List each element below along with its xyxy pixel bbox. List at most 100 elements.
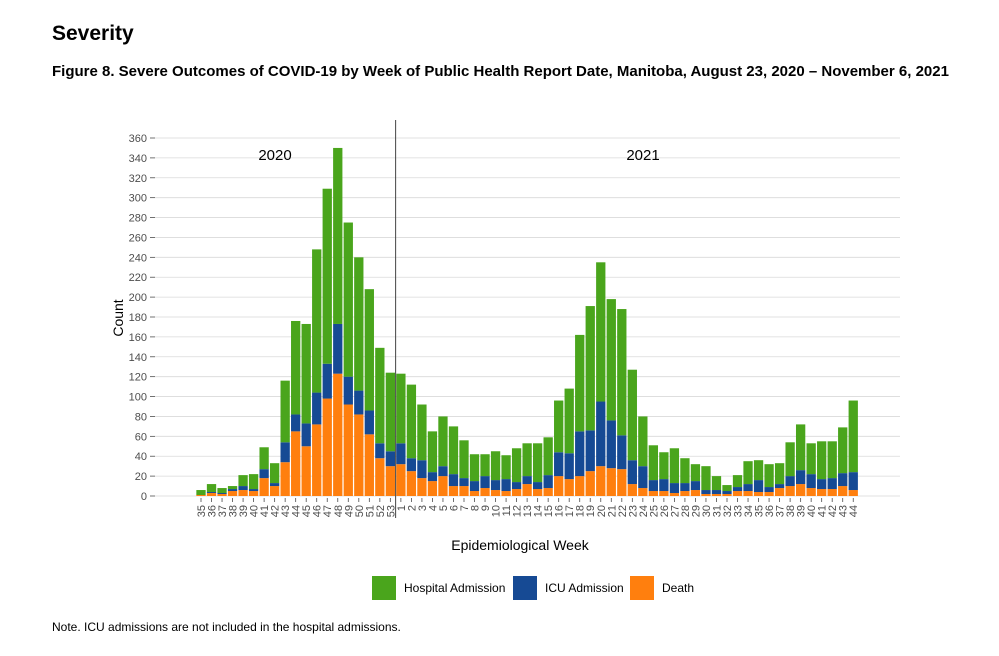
x-tick-label: 12	[512, 505, 524, 517]
bar-death	[248, 491, 259, 496]
bar-hospital-admission	[217, 488, 227, 494]
x-tick-label: 43	[838, 505, 850, 517]
bar-icu-admission	[385, 451, 396, 467]
x-tick-label: 52	[375, 505, 387, 517]
bar-icu-admission	[753, 480, 764, 493]
bar-death	[554, 476, 564, 496]
x-tick-label: 21	[606, 505, 618, 517]
bar-death	[711, 494, 722, 496]
bar-death	[322, 398, 332, 496]
bar-icu-admission	[722, 491, 732, 495]
bars	[196, 120, 858, 518]
bar-hospital-admission	[269, 463, 280, 484]
x-tick-label: 11	[501, 505, 513, 516]
x-tick-label: 35	[196, 505, 208, 517]
bar-hospital-admission	[753, 460, 764, 481]
bar-icu-admission	[627, 460, 637, 485]
bar-death	[238, 490, 248, 496]
bar-hospital-admission	[343, 222, 353, 377]
bar-death	[690, 490, 701, 496]
legend-label-death: Death	[662, 581, 694, 595]
bar-icu-admission	[585, 430, 595, 472]
bar-hospital-admission	[406, 384, 417, 459]
bar-death	[396, 464, 406, 496]
bar-icu-admission	[669, 483, 680, 494]
x-tick-label: 41	[259, 505, 271, 517]
bar-icu-admission	[690, 481, 701, 491]
bar-icu-admission	[680, 483, 690, 492]
bar-hospital-admission	[585, 306, 595, 431]
bar-hospital-admission	[280, 380, 290, 443]
x-tick-label: 9	[480, 505, 492, 511]
bar-death	[732, 491, 743, 496]
x-tick-label: 33	[733, 505, 745, 517]
bar-death	[585, 471, 595, 496]
x-tick-label: 45	[301, 505, 313, 517]
bar-hospital-admission	[774, 463, 785, 485]
bar-icu-admission	[333, 323, 343, 374]
bar-hospital-admission	[354, 257, 364, 391]
x-tick-label: 16	[554, 505, 566, 517]
bar-hospital-admission	[375, 347, 385, 444]
bar-icu-admission	[617, 435, 627, 470]
x-tick-label: 44	[291, 505, 303, 517]
figure-title: Figure 8. Severe Outcomes of COVID-19 by…	[52, 63, 949, 80]
bar-hospital-admission	[364, 289, 374, 411]
bar-death	[490, 490, 501, 496]
bar-death	[196, 495, 206, 496]
bar-icu-admission	[417, 460, 427, 479]
x-tick-label: 32	[722, 505, 734, 517]
y-tick-label: 120	[129, 372, 147, 384]
bar-death	[385, 466, 396, 496]
bar-icu-admission	[312, 392, 322, 425]
bar-hospital-admission	[501, 455, 511, 480]
legend-swatch-death	[630, 576, 654, 600]
y-tick-label: 200	[129, 292, 147, 304]
bar-hospital-admission	[848, 400, 858, 473]
year-annotations: 2020 2021	[258, 147, 659, 164]
bar-hospital-admission	[469, 454, 480, 482]
bar-icu-admission	[427, 472, 438, 482]
bar-death	[753, 492, 764, 496]
bar-death	[501, 491, 511, 496]
x-tick-label: 42	[827, 505, 839, 517]
legend: Hospital Admission ICU Admission Death	[372, 576, 694, 600]
bar-hospital-admission	[248, 474, 259, 490]
x-tick-label: 51	[364, 505, 376, 517]
bar-hospital-admission	[291, 320, 301, 415]
x-tick-label: 17	[564, 505, 576, 517]
x-tick-label: 6	[448, 505, 460, 511]
bar-death	[217, 494, 227, 496]
bar-hospital-admission	[227, 486, 238, 490]
bar-death	[343, 404, 353, 496]
bar-icu-admission	[701, 490, 711, 495]
y-tick-label: 0	[141, 491, 147, 503]
bar-death	[774, 488, 785, 496]
x-axis-ticks: 3536373839404142434445464748495051525312…	[196, 498, 860, 517]
bar-hospital-admission	[196, 490, 206, 496]
bar-death	[680, 491, 690, 496]
x-tick-label: 24	[638, 505, 650, 517]
bar-hospital-admission	[301, 323, 311, 424]
section-heading: Severity	[52, 22, 134, 45]
bar-hospital-admission	[817, 441, 827, 480]
bar-hospital-admission	[690, 464, 701, 482]
bar-death	[511, 489, 522, 496]
x-tick-label: 40	[249, 505, 261, 517]
bar-hospital-admission	[743, 461, 753, 485]
x-tick-label: 19	[585, 505, 597, 517]
bar-death	[427, 481, 438, 496]
bar-hospital-admission	[596, 262, 606, 402]
x-tick-label: 43	[280, 505, 292, 517]
bar-icu-admission	[532, 482, 543, 490]
y-tick-label: 160	[129, 332, 147, 344]
bar-death	[259, 478, 269, 496]
year-label-2021: 2021	[626, 147, 659, 164]
bar-death	[617, 469, 627, 496]
bar-death	[701, 494, 711, 496]
bar-icu-admission	[301, 423, 311, 447]
bar-hospital-admission	[543, 437, 553, 476]
x-tick-label: 41	[817, 505, 829, 517]
x-tick-label: 31	[711, 505, 723, 517]
bar-death	[648, 491, 659, 496]
